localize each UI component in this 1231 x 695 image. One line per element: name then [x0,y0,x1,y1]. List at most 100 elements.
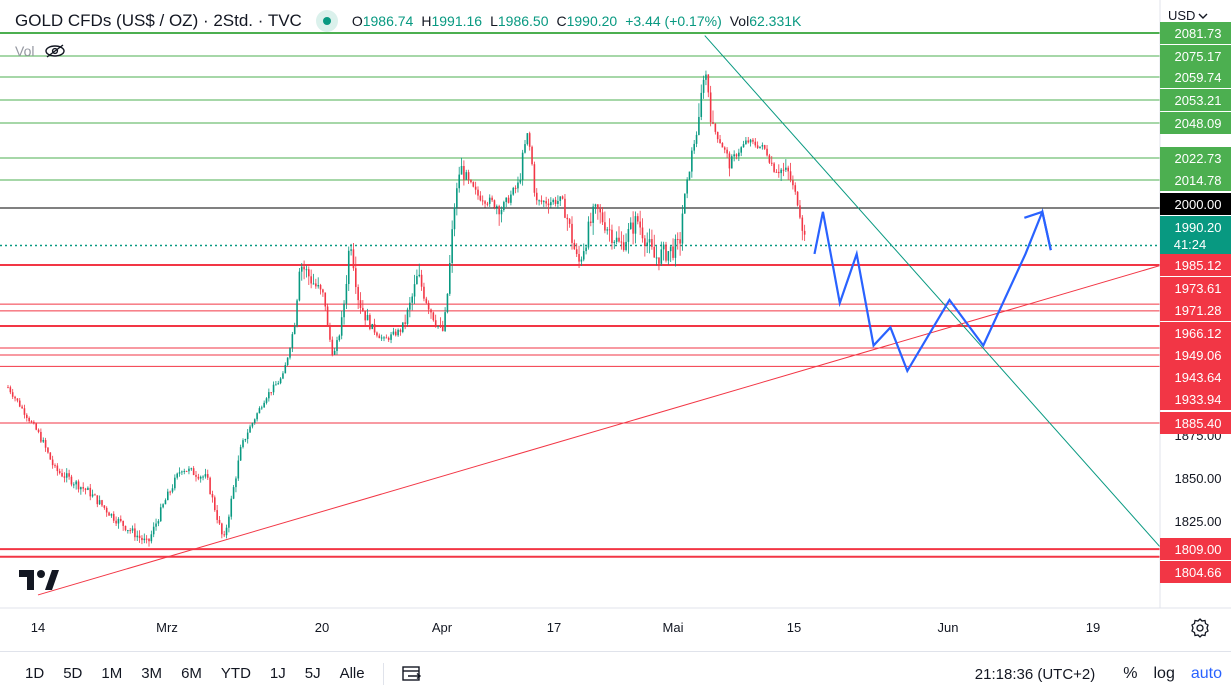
candle-body [721,143,724,148]
candle-body [695,134,698,144]
support-price-tag-text: 1933.94 [1175,392,1222,407]
candle-body [16,398,19,401]
candle-body [359,300,362,308]
candle-body [275,384,277,386]
candle-body [493,200,496,208]
range-1d-button[interactable]: 1D [25,665,45,682]
candle-body [293,326,296,335]
y-tick-label: 1850.00 [1175,471,1222,486]
candle-body [672,246,674,258]
candle-body [660,249,663,264]
candle-body [484,201,486,204]
candle-body [14,396,16,399]
candle-body [709,92,712,123]
candle-body [362,307,364,312]
range-ytd-button[interactable]: YTD [220,665,251,682]
percent-toggle[interactable]: % [1123,665,1138,682]
clock-timezone[interactable]: 21:18:36 (UTC+2) [974,665,1096,683]
candle-body [747,140,750,143]
candle-body [496,206,498,208]
log-toggle[interactable]: log [1153,665,1175,682]
volume-indicator-row[interactable]: Vol [15,43,66,59]
candle-body [157,521,160,524]
ascending-trendline [37,264,1161,596]
candle-body [521,152,524,180]
candle-body [531,146,533,165]
resistance-price-tag-text: 2081.73 [1175,26,1222,41]
candle-body [333,350,336,355]
support-price-tag-bg [1160,299,1231,321]
range-all-button[interactable]: Alle [339,665,365,682]
candle-body [77,481,80,490]
range-1j-button[interactable]: 1J [269,665,286,682]
candle-body [148,538,150,542]
candle-body [627,229,630,242]
range-6m-button[interactable]: 6M [181,665,202,682]
candle-body [251,422,254,427]
candle-body [244,439,247,441]
currency-selector[interactable]: USD [1168,8,1208,23]
resistance-price-tag-text: 2014.78 [1175,173,1222,188]
candle-body [458,174,460,189]
support-price-tag: 1885.40 [1160,412,1231,434]
candle-body [129,530,131,532]
eye-hidden-icon[interactable] [44,43,66,59]
support-price-tag-text: 1971.28 [1175,303,1222,318]
candle-body [319,284,322,290]
candle-body [134,528,136,538]
candle-body [700,92,703,117]
volume-indicator-label[interactable]: Vol [15,43,35,59]
candle-body [390,334,392,340]
candle-body [719,139,721,144]
date-range-icon[interactable] [400,664,424,684]
resistance-price-tag-bg [1160,45,1231,67]
price-chart[interactable]: 1825.001850.001875.002081.732075.172059.… [0,0,1231,651]
x-tick-label: 15 [787,620,801,635]
symbol-title[interactable]: GOLD CFDs (US$ / OZ) · 2Std. · TVC [15,11,302,30]
range-1m-button[interactable]: 1M [101,665,123,682]
support-price-tag-text: 1949.06 [1175,348,1222,363]
candle-body [641,227,644,239]
candle-body [500,210,503,215]
candle-body [44,440,47,448]
trendlines-layer [37,35,1161,596]
candle-body [101,500,103,506]
candle-body [613,241,616,244]
forecast-layer [813,208,1052,374]
gear-icon[interactable] [1189,617,1211,639]
candle-body [702,79,705,93]
candle-body [56,465,59,472]
market-status-icon[interactable] [315,10,338,32]
countdown-text: 41:24 [1174,237,1207,252]
support-price-tag-text: 1885.40 [1175,416,1222,431]
candle-body [538,200,540,202]
candle-body [282,373,284,379]
candle-body [441,326,444,331]
candle-body [763,145,766,149]
range-5d-button[interactable]: 5D [63,665,83,682]
candle-body [350,249,352,251]
candle-body [199,476,202,479]
candle-body [470,179,472,183]
tradingview-logo[interactable] [19,570,59,592]
range-3m-button[interactable]: 3M [141,665,163,682]
candle-body [559,196,562,201]
support-price-tag-text: 1973.61 [1175,281,1222,296]
candle-body [768,155,771,163]
candle-body [799,205,801,218]
candle-body [242,440,244,448]
candle-body [686,179,688,194]
candle-body [420,274,423,287]
range-5j-button[interactable]: 5J [304,665,321,682]
candle-body [568,219,571,224]
resistance-price-tag-text: 2075.17 [1175,49,1222,64]
candle-body [411,296,413,303]
candle-body [622,242,625,251]
auto-toggle[interactable]: auto [1190,665,1222,682]
candle-body [305,269,308,271]
candle-body [371,323,374,330]
candle-body [759,146,761,148]
candle-body [691,150,693,172]
candle-body [432,312,435,321]
candle-body [409,302,411,310]
